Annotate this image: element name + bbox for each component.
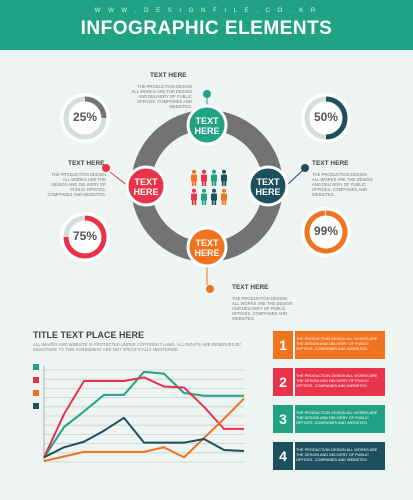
node-right <box>247 165 289 207</box>
node-top <box>186 104 228 146</box>
callout-right-body: THE PRODUCTION DESIGN ALL WORKS ARE THE … <box>312 172 373 197</box>
people-group <box>191 169 227 205</box>
site-url: W W W . D E S I G N F I L E . C O . K R <box>94 8 319 14</box>
series-line <box>43 376 244 458</box>
series-line <box>43 397 245 463</box>
callout-bottom-title: TEXT HERE <box>232 284 269 291</box>
chart-title: TITLE TEXT PLACE HERE <box>33 330 145 340</box>
person-icon <box>201 169 207 186</box>
node-label-left: TEXT HERE <box>133 177 159 197</box>
info-box-1: 1 THE PRODUCTION DESIGN ALL WORKS ARE TH… <box>273 331 385 359</box>
gauge-arc <box>304 210 348 254</box>
connector-dot-right <box>301 164 309 172</box>
info-box-4: 4 THE PRODUCTION DESIGN ALL WORKS ARE TH… <box>273 442 385 470</box>
node-label-bottom: TEXT HERE <box>194 238 220 258</box>
gauge-label-25: 25% <box>72 110 98 124</box>
info-box-2: 2 THE PRODUCTION DESIGN ALL WORKS ARE TH… <box>273 368 385 396</box>
chart-subtitle: ALL IMAGES AND WEBSITE IS PROTECTED UNDE… <box>33 342 242 352</box>
callout-left-title: TEXT HERE <box>68 160 105 167</box>
gauge-arc <box>325 96 348 140</box>
series-line <box>43 416 245 459</box>
info-box-number: 3 <box>273 405 295 433</box>
info-box-number: 1 <box>273 331 295 359</box>
callout-top-title: TEXT HERE <box>150 72 187 79</box>
connector-dot-bottom <box>206 285 214 293</box>
person-icon <box>221 169 227 186</box>
connector-right <box>285 169 304 187</box>
series-line <box>43 370 244 458</box>
gauge-label-50: 50% <box>313 110 339 124</box>
node-bottom <box>186 226 228 268</box>
info-box-text: THE PRODUCTION DESIGN ALL WORKS ARE THE … <box>296 337 378 351</box>
gauge-label-99: 99% <box>313 224 339 238</box>
info-box-text: THE PRODUCTION DESIGN ALL WORKS ARE THE … <box>296 448 378 462</box>
legend-swatch <box>33 364 39 370</box>
node-label-top: TEXT HERE <box>194 116 220 136</box>
info-box-text: THE PRODUCTION DESIGN ALL WORKS ARE THE … <box>296 411 378 425</box>
callout-right-title: TEXT HERE <box>312 160 349 167</box>
callout-top-body: THE PRODUCTION DESIGN ALL WORKS ARE THE … <box>131 84 192 109</box>
person-icon <box>211 169 217 186</box>
legend-swatch <box>33 390 39 396</box>
callout-bottom-body: THE PRODUCTION DESIGN ALL WORKS ARE THE … <box>232 296 293 321</box>
person-icon <box>191 169 197 186</box>
page-title: INFOGRAPHIC ELEMENTS <box>80 18 333 39</box>
connector-dot-left <box>102 164 110 172</box>
gauge-arc <box>84 96 107 119</box>
info-box-3: 3 THE PRODUCTION DESIGN ALL WORKS ARE TH… <box>273 405 385 433</box>
legend-swatch <box>33 403 39 409</box>
node-left <box>125 165 167 207</box>
person-icon <box>221 188 227 205</box>
legend-swatch <box>33 377 39 383</box>
connector-dot-top <box>203 90 211 98</box>
callout-left-body: THE PRODUCTION DESIGN ALL WORKS ARE THE … <box>47 172 106 197</box>
person-icon <box>191 188 197 205</box>
info-box-text: THE PRODUCTION DESIGN ALL WORKS ARE THE … <box>296 374 378 388</box>
info-box-number: 4 <box>273 442 295 470</box>
cycle-inner <box>151 130 263 242</box>
person-icon <box>201 188 207 205</box>
person-icon <box>211 188 217 205</box>
info-box-number: 2 <box>273 368 295 396</box>
header-banner: W W W . D E S I G N F I L E . C O . K R … <box>0 0 413 50</box>
gauge-arc <box>63 215 107 259</box>
node-label-right: TEXT HERE <box>255 177 281 197</box>
connector-left <box>109 171 129 187</box>
gauge-label-75: 75% <box>72 229 98 243</box>
